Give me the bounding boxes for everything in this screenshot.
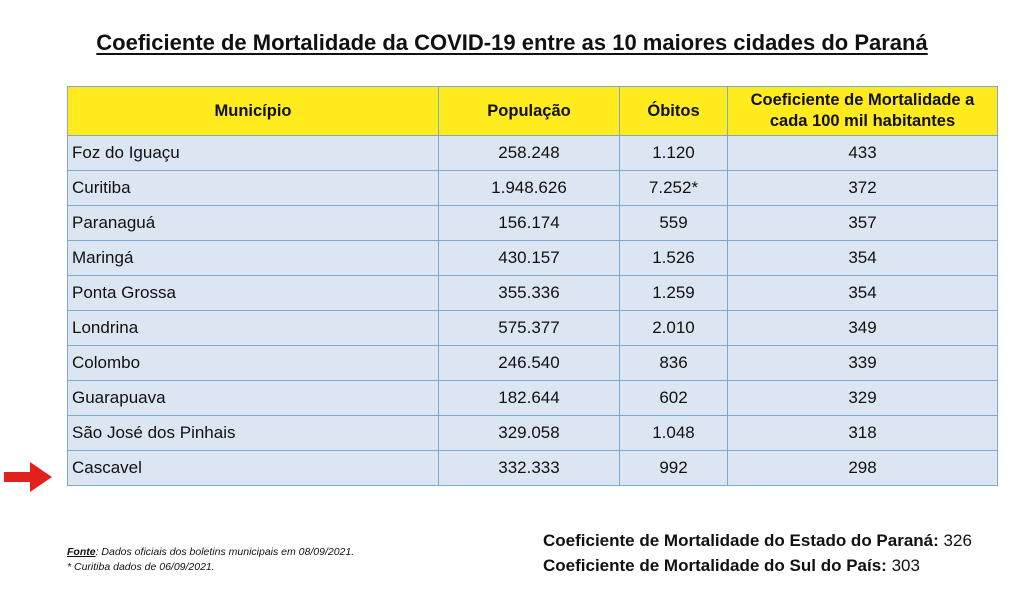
cell-populacao: 182.644	[438, 380, 620, 416]
summary-block: Coeficiente de Mortalidade do Estado do …	[543, 528, 972, 578]
cell-coeficiente: 372	[727, 170, 998, 206]
summary-state-value: 326	[943, 531, 972, 550]
cell-populacao: 1.948.626	[438, 170, 620, 206]
cell-municipio: Curitiba	[67, 170, 439, 206]
cell-coeficiente: 354	[727, 275, 998, 311]
summary-state: Coeficiente de Mortalidade do Estado do …	[543, 528, 972, 553]
table-row: Paranaguá 156.174 559 357	[67, 205, 998, 241]
cell-populacao: 258.248	[438, 135, 620, 171]
cell-populacao: 156.174	[438, 205, 620, 241]
cell-populacao: 430.157	[438, 240, 620, 276]
header-coeficiente: Coeficiente de Mortalidade a cada 100 mi…	[727, 86, 998, 136]
cell-municipio: São José dos Pinhais	[67, 415, 439, 451]
cell-obitos: 836	[619, 345, 728, 381]
cell-coeficiente: 433	[727, 135, 998, 171]
table-row: São José dos Pinhais 329.058 1.048 318	[67, 415, 998, 451]
table-row: Ponta Grossa 355.336 1.259 354	[67, 275, 998, 311]
cell-obitos: 7.252*	[619, 170, 728, 206]
cell-coeficiente: 318	[727, 415, 998, 451]
cell-coeficiente: 349	[727, 310, 998, 346]
cell-municipio: Guarapuava	[67, 380, 439, 416]
table-row: Maringá 430.157 1.526 354	[67, 240, 998, 276]
cell-municipio: Ponta Grossa	[67, 275, 439, 311]
summary-state-label: Coeficiente de Mortalidade do Estado do …	[543, 531, 939, 550]
table-row: Londrina 575.377 2.010 349	[67, 310, 998, 346]
header-municipio: Município	[67, 86, 439, 136]
cell-municipio: Foz do Iguaçu	[67, 135, 439, 171]
cell-populacao: 246.540	[438, 345, 620, 381]
cell-municipio: Colombo	[67, 345, 439, 381]
source-note: Fonte: Dados oficiais dos boletins munic…	[67, 545, 354, 575]
cell-municipio: Paranaguá	[67, 205, 439, 241]
cell-coeficiente: 298	[727, 450, 998, 486]
table-row: Foz do Iguaçu 258.248 1.120 433	[67, 135, 998, 171]
cell-obitos: 992	[619, 450, 728, 486]
table-row: Colombo 246.540 836 339	[67, 345, 998, 381]
table-row: Curitiba 1.948.626 7.252* 372	[67, 170, 998, 206]
cell-obitos: 2.010	[619, 310, 728, 346]
cell-municipio: Cascavel	[67, 450, 439, 486]
cell-populacao: 355.336	[438, 275, 620, 311]
summary-south-label: Coeficiente de Mortalidade do Sul do Paí…	[543, 556, 887, 575]
cell-coeficiente: 339	[727, 345, 998, 381]
cell-obitos: 1.526	[619, 240, 728, 276]
summary-south: Coeficiente de Mortalidade do Sul do Paí…	[543, 553, 972, 578]
header-obitos: Óbitos	[619, 86, 728, 136]
red-arrow-icon	[4, 462, 52, 492]
header-populacao: População	[438, 86, 620, 136]
page-title: Coeficiente de Mortalidade da COVID-19 e…	[96, 30, 928, 55]
source-text: : Dados oficiais dos boletins municipais…	[95, 546, 355, 558]
arrow-shape	[4, 462, 52, 492]
source-line: Fonte: Dados oficiais dos boletins munic…	[67, 545, 354, 560]
cell-coeficiente: 354	[727, 240, 998, 276]
cell-municipio: Maringá	[67, 240, 439, 276]
source-label: Fonte	[67, 546, 96, 558]
cell-obitos: 559	[619, 205, 728, 241]
curitiba-note: * Curitiba dados de 06/09/2021.	[67, 561, 215, 573]
table-header-row: Município População Óbitos Coeficiente d…	[67, 86, 998, 136]
cell-populacao: 332.333	[438, 450, 620, 486]
table-row: Guarapuava 182.644 602 329	[67, 380, 998, 416]
table-row: Cascavel 332.333 992 298	[67, 450, 998, 486]
cell-municipio: Londrina	[67, 310, 439, 346]
mortality-table: Município População Óbitos Coeficiente d…	[67, 86, 998, 486]
cell-obitos: 602	[619, 380, 728, 416]
cell-populacao: 575.377	[438, 310, 620, 346]
cell-coeficiente: 329	[727, 380, 998, 416]
cell-obitos: 1.259	[619, 275, 728, 311]
cell-populacao: 329.058	[438, 415, 620, 451]
cell-obitos: 1.048	[619, 415, 728, 451]
cell-obitos: 1.120	[619, 135, 728, 171]
summary-south-value: 303	[891, 556, 920, 575]
cell-coeficiente: 357	[727, 205, 998, 241]
